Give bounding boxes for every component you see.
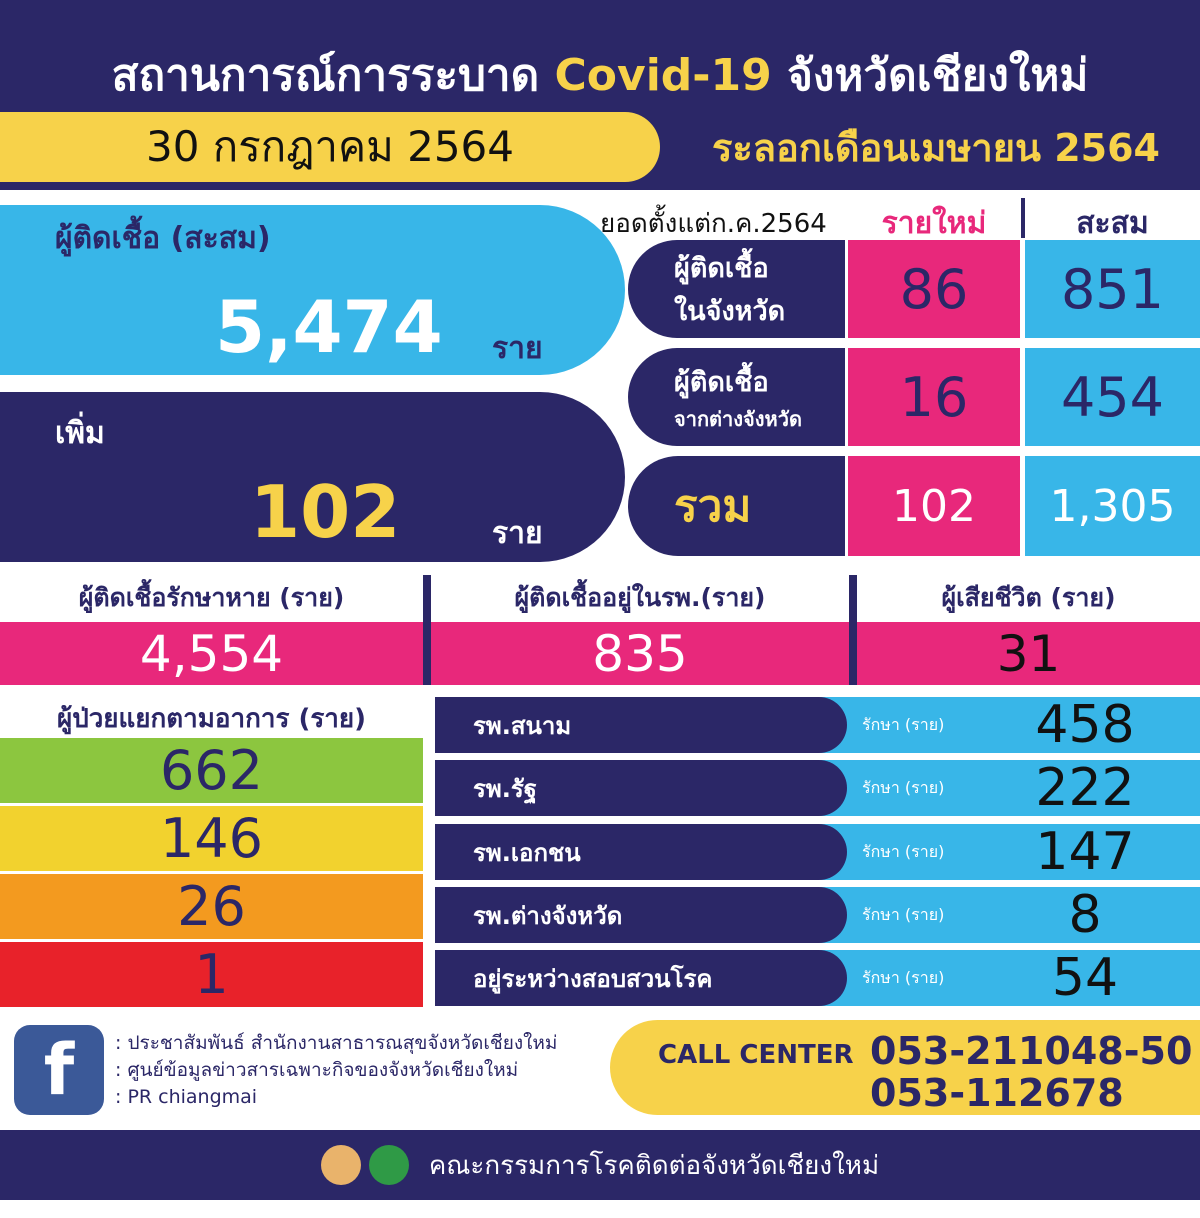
divider [1021, 198, 1025, 238]
committee: คณะกรรมการโรคติดต่อจังหวัดเชียงใหม่ [428, 1150, 880, 1181]
cumulative-label: ผู้ติดเชื้อ (สะสม) [55, 221, 271, 256]
hospital-row [820, 887, 1200, 943]
row-label-line: จากต่างจังหวัด [674, 406, 802, 431]
row-label: รวม [628, 456, 845, 556]
total-value: 454 [1025, 348, 1200, 446]
hospital-name: รพ.สนาม [435, 697, 847, 753]
hospital-unit: รักษา (ราย) [862, 714, 945, 734]
total-value: 851 [1025, 240, 1200, 338]
row-label-line: รวม [674, 481, 752, 532]
hospital-unit: รักษา (ราย) [862, 841, 945, 861]
hospital-name: รพ.รัฐ [435, 760, 847, 816]
row-label-line: ผู้ติดเชื้อ [674, 366, 769, 398]
hospital-name: รพ.ต่างจังหวัด [435, 887, 847, 943]
status-value: 4,554 [0, 622, 423, 685]
symptom-value: 26 [0, 874, 423, 939]
facebook-icon: f [14, 1025, 104, 1115]
row-label-line: ในจังหวัด [674, 296, 786, 327]
added-unit: ราย [492, 516, 543, 551]
status-value: 835 [431, 622, 849, 685]
title: สถานการณ์การระบาด Covid-19 จังหวัดเชียงใ… [0, 40, 1200, 110]
logo [368, 1145, 409, 1185]
date-text: 30 กรกฎาคม 2564 [145, 122, 514, 171]
footer-band: คณะกรรมการโรคติดต่อจังหวัดเชียงใหม่ [0, 1130, 1200, 1200]
phones: 053-211048-50 053-112678 [870, 1030, 1192, 1114]
call-center-label: CALL CENTER [658, 1040, 854, 1070]
hospital-row [820, 760, 1200, 816]
symptom-value: 662 [0, 738, 423, 803]
title-suffix: จังหวัดเชียงใหม่ [787, 50, 1089, 101]
title-prefix: สถานการณ์การระบาด [111, 50, 540, 101]
hospital-name: อยู่ระหว่างสอบสวนโรค [435, 950, 847, 1006]
hospital-unit: รักษา (ราย) [862, 777, 945, 797]
total-value: 1,305 [1025, 456, 1200, 556]
divider [423, 575, 431, 685]
cumulative-panel [0, 205, 625, 375]
contact: : ประชาสัมพันธ์ สำนักงานสาธารณสุขจังหวัด… [115, 1032, 558, 1054]
contact: : PR chiangmai [115, 1086, 258, 1108]
status-label: ผู้ติดเชื้อรักษาหาย (ราย) [78, 583, 345, 612]
divider [849, 575, 857, 685]
logo [320, 1145, 361, 1185]
row-label: ผู้ติดเชื้อในจังหวัด [628, 240, 845, 338]
cumulative-value: 5,474 [215, 285, 443, 369]
phone: 053-211048-50 [870, 1029, 1193, 1073]
wave: ระลอกเดือนเมษายน 2564 [711, 125, 1160, 170]
date: 30 กรกฎาคม 2564 [0, 112, 660, 182]
contact: : ศูนย์ข้อมูลข่าวสารเฉพาะกิจของจังหวัดเช… [115, 1059, 519, 1081]
symptom-value: 146 [0, 806, 423, 871]
added-panel [0, 392, 625, 562]
column-header: รายใหม่ [881, 206, 987, 241]
symptoms-title: ผู้ป่วยแยกตามอาการ (ราย) [56, 704, 367, 734]
hospital-row [820, 697, 1200, 753]
status-label: ผู้เสียชีวิต (ราย) [941, 583, 1116, 612]
cumulative-unit: ราย [492, 331, 543, 366]
hospital-value: 54 [1051, 948, 1119, 1008]
new-value: 86 [848, 240, 1020, 338]
phone: 053-112678 [870, 1071, 1124, 1115]
title-highlight: Covid-19 [554, 50, 772, 101]
row-label-line: ผู้ติดเชื้อ [674, 253, 769, 284]
status-label: ผู้ติดเชื้ออยู่ในรพ.(ราย) [514, 583, 766, 612]
hospital-value: 458 [1035, 695, 1135, 755]
hospital-value: 147 [1035, 822, 1135, 882]
breakdown-caption: ยอดตั้งแต่ก.ค.2564 [600, 209, 827, 239]
hospital-unit: รักษา (ราย) [862, 967, 945, 987]
contacts: : ประชาสัมพันธ์ สำนักงานสาธารณสุขจังหวัด… [115, 1030, 557, 1111]
added-value: 102 [250, 470, 401, 554]
hospital-row [820, 950, 1200, 1006]
row-label: ผู้ติดเชื้อจากต่างจังหวัด [628, 348, 845, 446]
new-value: 16 [848, 348, 1020, 446]
hospital-unit: รักษา (ราย) [862, 904, 945, 924]
new-value: 102 [848, 456, 1020, 556]
hospital-value: 8 [1068, 885, 1102, 945]
added-label: เพิ่ม [55, 416, 105, 451]
call-center-panel [610, 1020, 1200, 1115]
status-value: 31 [857, 622, 1200, 685]
column-header: สะสม [1076, 206, 1149, 241]
hospital-name: รพ.เอกชน [435, 824, 847, 880]
hospital-value: 222 [1035, 758, 1135, 818]
symptom-value: 1 [0, 942, 423, 1007]
hospital-row [820, 824, 1200, 880]
